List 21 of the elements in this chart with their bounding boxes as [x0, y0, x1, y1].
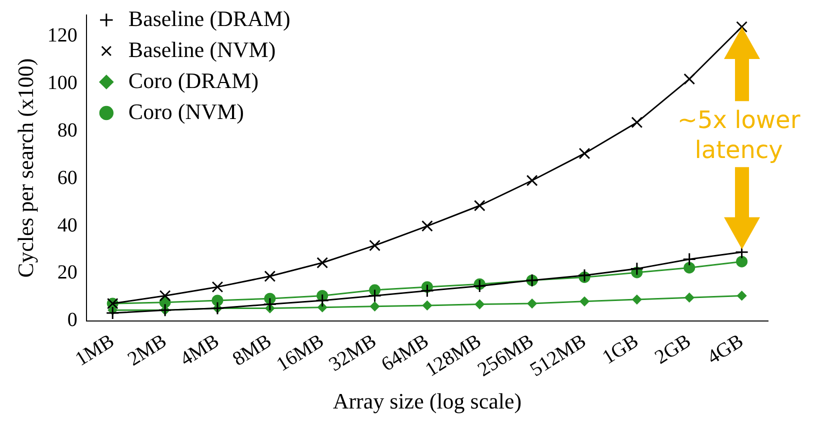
legend-label: Coro (DRAM)	[128, 68, 259, 93]
x-tick-label: 8MB	[228, 330, 276, 371]
y-tick-label: 60	[57, 166, 78, 189]
y-tick-label: 0	[67, 309, 78, 332]
legend-label: Coro (NVM)	[128, 98, 244, 124]
legend-label: Baseline (NVM)	[128, 36, 276, 62]
y-axis-title: Cycles per search (x100)	[12, 58, 38, 278]
legend-label: Baseline (DRAM)	[128, 6, 290, 31]
x-tick-label: 2MB	[124, 330, 170, 371]
x-tick-label: 2GB	[651, 330, 695, 369]
y-tick-label: 80	[57, 119, 78, 142]
x-tick-label: 1GB	[598, 330, 642, 369]
y-tick-label: 40	[57, 214, 78, 236]
x-axis-title: Array size (log scale)	[332, 388, 522, 414]
x-tick-label: 1MB	[72, 330, 118, 371]
y-tick-label: 120	[47, 24, 78, 47]
y-tick-label: 100	[47, 72, 78, 94]
x-tick-label: 4MB	[176, 330, 223, 371]
x-tick-label: 4GB	[704, 330, 748, 369]
y-tick-label: 20	[57, 262, 78, 284]
annotation: ~5x lower latency	[674, 104, 804, 165]
